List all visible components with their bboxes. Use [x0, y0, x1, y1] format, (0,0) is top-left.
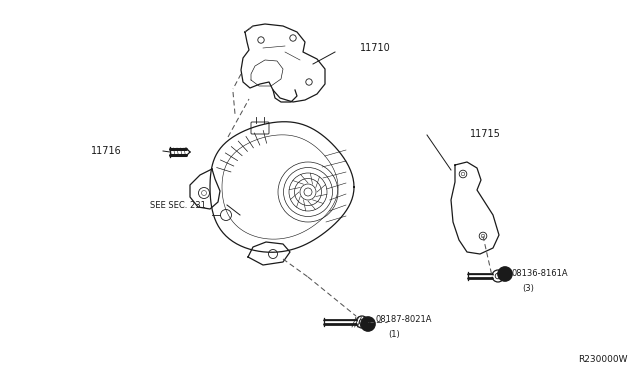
FancyBboxPatch shape	[251, 122, 269, 134]
Circle shape	[498, 267, 512, 281]
Text: 11716: 11716	[92, 146, 122, 156]
Text: 11710: 11710	[360, 43, 391, 53]
Text: 08187-8021A: 08187-8021A	[376, 315, 433, 324]
Text: R230000W: R230000W	[579, 356, 628, 365]
Text: B: B	[502, 271, 508, 277]
Text: 11715: 11715	[470, 129, 501, 139]
Circle shape	[361, 317, 375, 331]
Text: (3): (3)	[522, 283, 534, 292]
Text: (1): (1)	[388, 330, 400, 339]
Text: B: B	[365, 321, 371, 327]
Text: 08136-8161A: 08136-8161A	[512, 269, 568, 279]
Text: SEE SEC. 231: SEE SEC. 231	[150, 201, 206, 209]
